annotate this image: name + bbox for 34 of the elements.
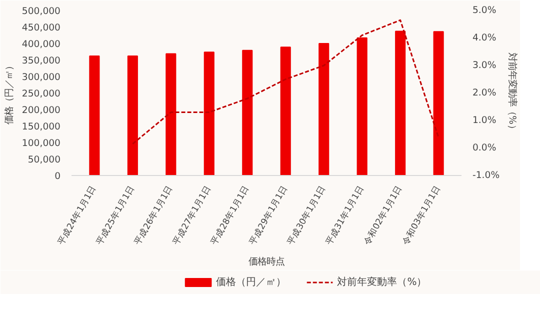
- y2-tick-label: 5.0%: [472, 5, 496, 16]
- y-tick-label: 450,000: [22, 22, 61, 34]
- y-tick-label: 350,000: [22, 56, 61, 66]
- y-tick-label: 500,000: [22, 6, 61, 17]
- x-axis-title: 価格時点: [248, 256, 284, 268]
- y-tick-label: 250,000: [22, 88, 61, 100]
- bar: [318, 43, 330, 176]
- bar: [395, 30, 406, 176]
- bar: [356, 37, 368, 176]
- legend-label: 対前年変動率（%）: [337, 276, 427, 288]
- bar: [433, 31, 444, 176]
- bar: [127, 56, 138, 176]
- line-series: [132, 19, 440, 145]
- bar: [280, 46, 291, 176]
- y-tick-label: 150,000: [22, 122, 61, 132]
- y2-tick-label: 1.0%: [472, 115, 496, 126]
- y2-tick-label: 0.0%: [472, 142, 496, 154]
- y2-tick-label: 3.0%: [472, 60, 496, 71]
- y-tick-label: 200,000: [22, 105, 61, 116]
- y-tick-label: 50,000: [28, 154, 61, 166]
- legend-label: 価格（円／㎡）: [216, 276, 286, 288]
- y2-axis-title: 対前年変動率（%）: [506, 52, 518, 134]
- y2-tick-label: 4.0%: [472, 32, 496, 44]
- y-tick-label: 0: [54, 171, 61, 182]
- y-tick-label: 100,000: [22, 138, 61, 149]
- y2-tick-label: 2.0%: [472, 88, 496, 98]
- y-tick-label: 400,000: [22, 39, 61, 50]
- y-tick-label: 300,000: [22, 72, 61, 83]
- y2-tick-label: -1.0%: [472, 170, 500, 181]
- bar: [166, 53, 176, 176]
- y-axis-title: 価格（円／㎡）: [4, 62, 15, 124]
- bar: [242, 50, 253, 176]
- bar: [204, 52, 214, 176]
- bar: [89, 56, 100, 176]
